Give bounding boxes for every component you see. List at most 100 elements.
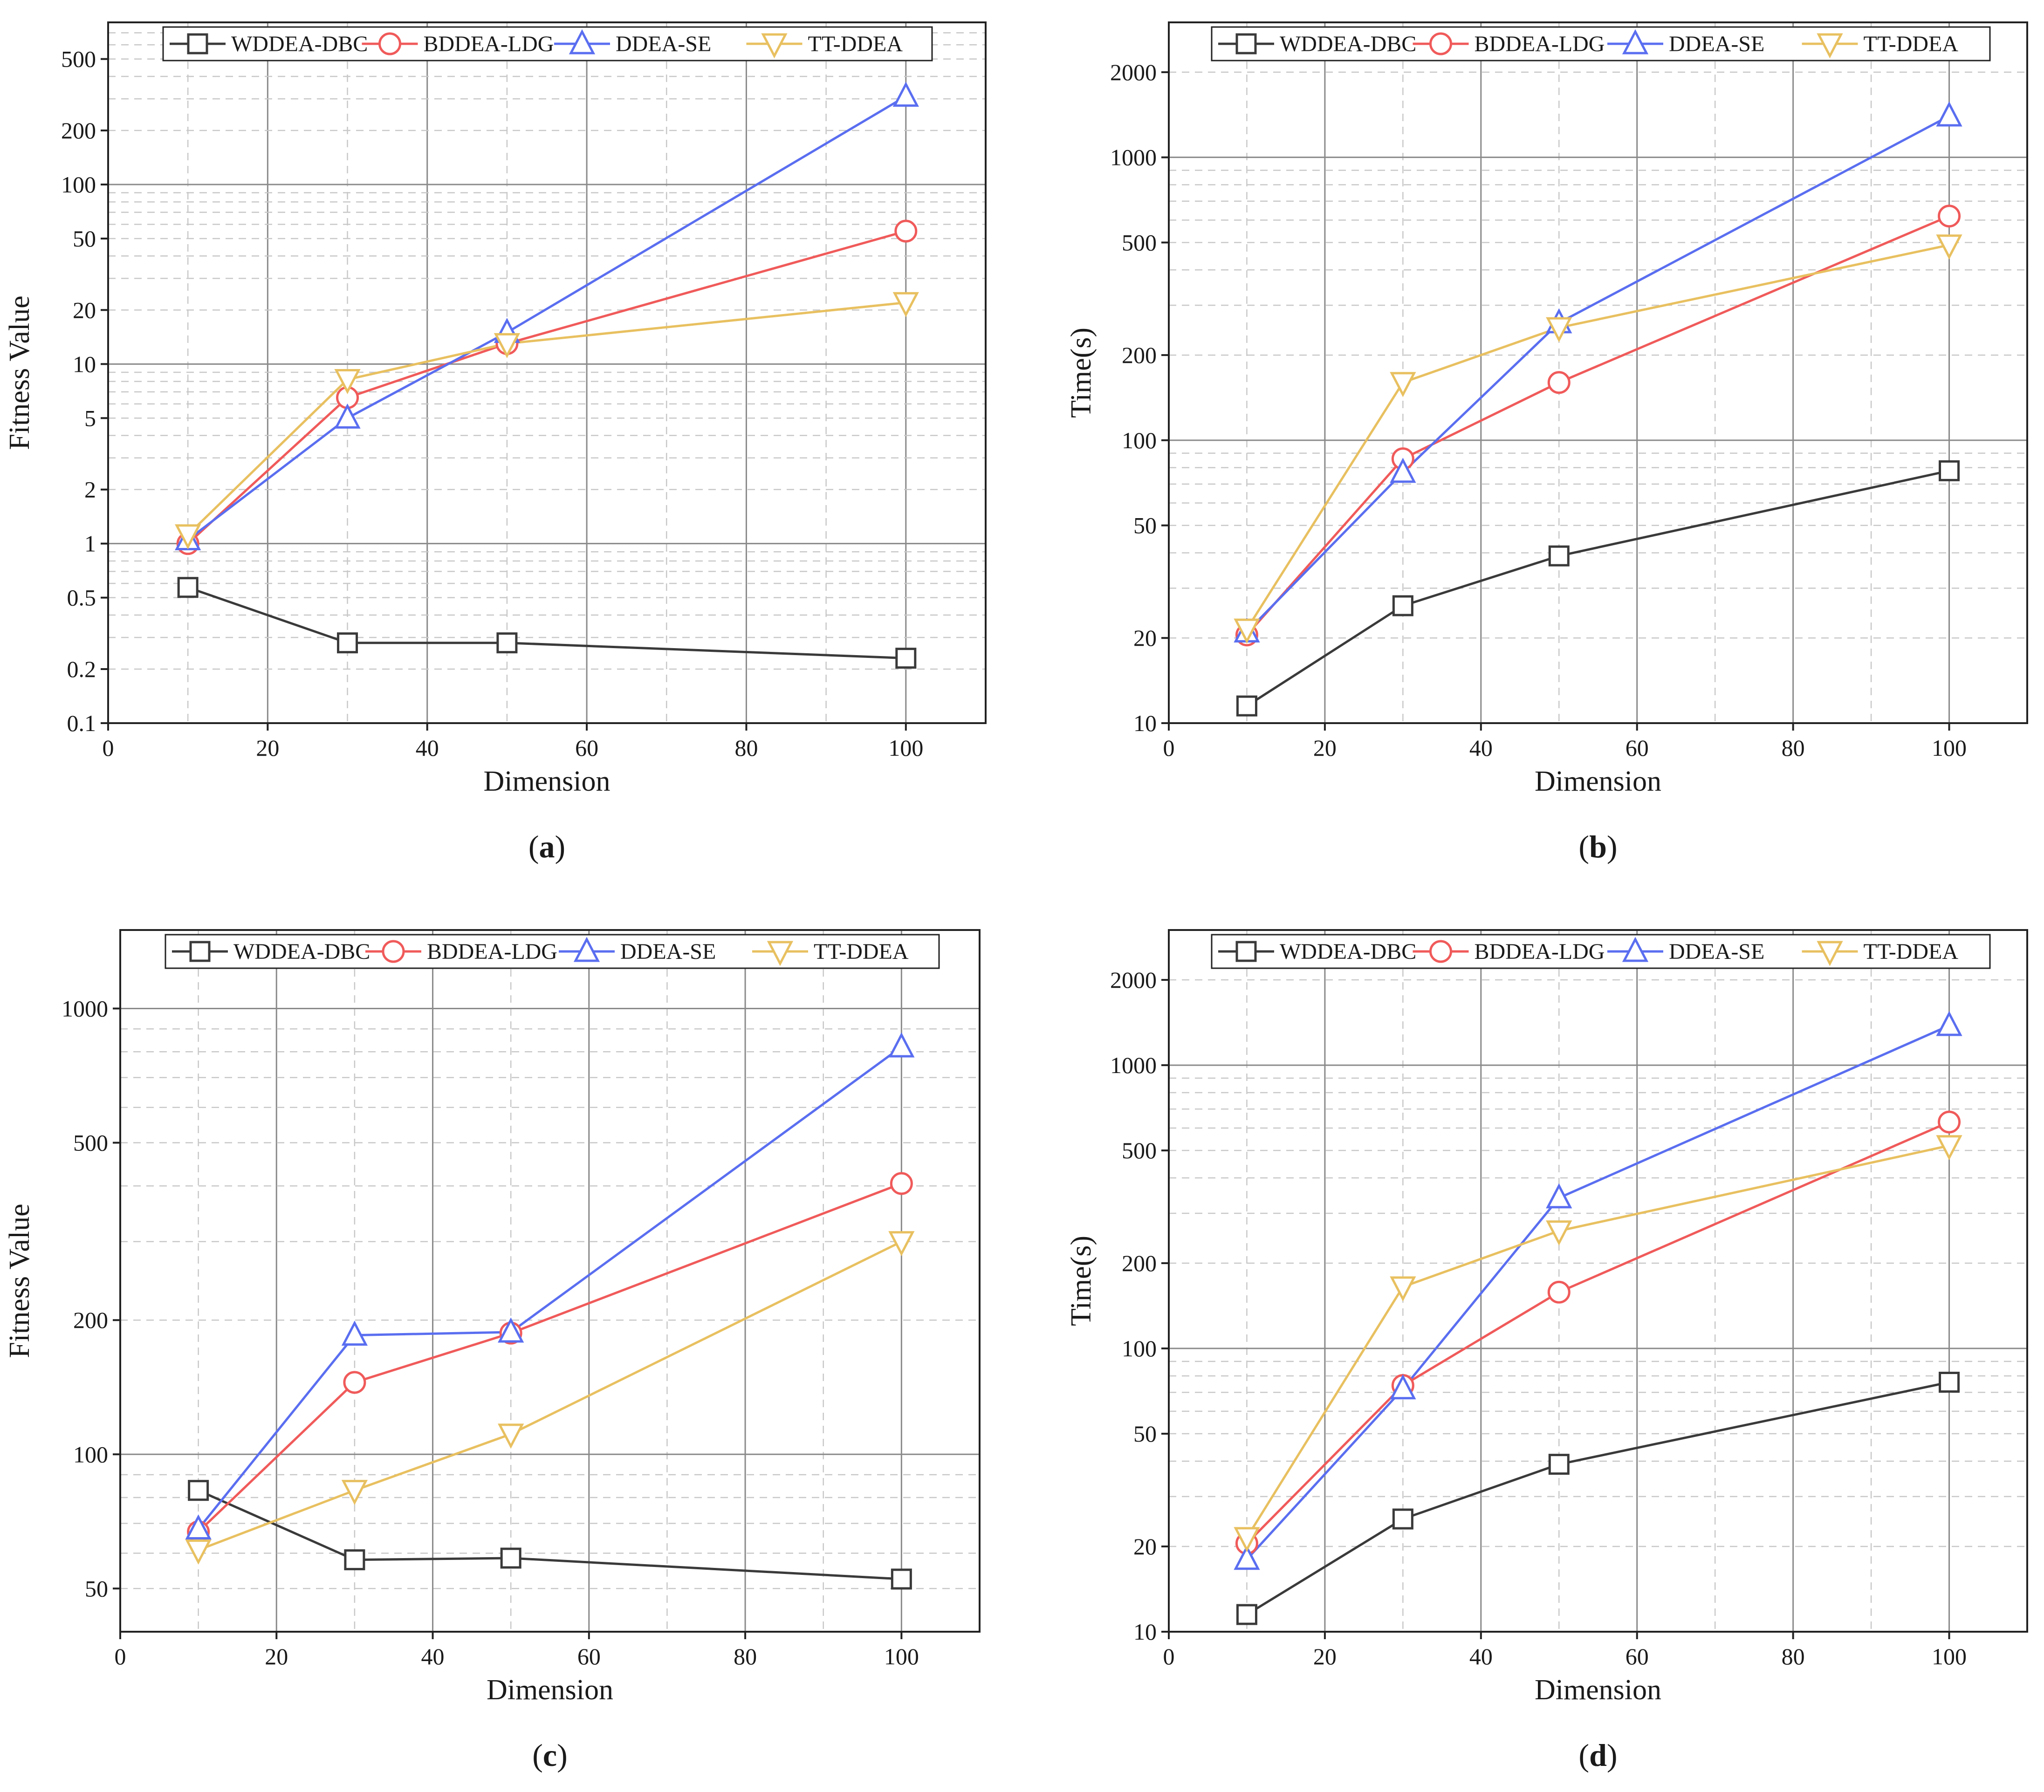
legend-marker-wddea-dbc bbox=[189, 941, 211, 962]
data-point-wddea-dbc bbox=[891, 1568, 912, 1590]
y-tick-label: 5 bbox=[84, 405, 96, 431]
data-point-ddea-se bbox=[1936, 1011, 1962, 1036]
series-group bbox=[1234, 1011, 1962, 1625]
x-tick-label: 20 bbox=[265, 1643, 288, 1669]
x-tick-label: 0 bbox=[1163, 1643, 1175, 1669]
caption-close: ) bbox=[1607, 829, 1618, 864]
legend-box bbox=[165, 934, 940, 969]
y-tick-label: 500 bbox=[1122, 1137, 1157, 1163]
data-point-bddea-ldg bbox=[1938, 205, 1961, 228]
y-tick-label: 500 bbox=[1122, 229, 1157, 255]
y-tick-label: 2 bbox=[84, 477, 96, 503]
legend-label: TT-DDEA bbox=[1864, 939, 1959, 964]
data-point-ddea-se bbox=[185, 1514, 212, 1540]
x-tick-label: 60 bbox=[1626, 1643, 1649, 1669]
legend-label: BDDEA-LDG bbox=[427, 939, 557, 964]
y-tick-label: 10 bbox=[1133, 1619, 1157, 1645]
legend-marker-bddea-ldg bbox=[1429, 940, 1452, 963]
x-tick-label: 80 bbox=[1782, 1643, 1805, 1669]
panel-caption: (c) bbox=[532, 1737, 568, 1773]
series-line-tt-ddea bbox=[1246, 244, 1950, 630]
y-tick-label: 200 bbox=[61, 117, 96, 144]
data-point-ddea-se bbox=[1546, 1183, 1572, 1209]
x-tick-label: 60 bbox=[575, 735, 598, 761]
x-tick-label: 60 bbox=[1626, 735, 1649, 761]
y-tick-label: 1000 bbox=[62, 995, 108, 1021]
data-point-tt-ddea bbox=[888, 1231, 915, 1257]
data-point-bddea-ldg bbox=[1547, 371, 1571, 394]
x-tick-label: 100 bbox=[1932, 1643, 1967, 1669]
data-point-wddea-dbc bbox=[337, 632, 358, 654]
legend-box bbox=[1211, 26, 1991, 62]
plot-frame bbox=[107, 21, 987, 724]
data-point-wddea-dbc bbox=[1939, 1371, 1960, 1393]
legend-label: BDDEA-LDG bbox=[1475, 32, 1605, 56]
x-tick-label: 40 bbox=[421, 1643, 445, 1669]
legend: WDDEA-DBC BDDEA-LDG DDEA-SE TT-DDEA bbox=[1211, 26, 1991, 62]
x-tick-label: 80 bbox=[1782, 735, 1805, 761]
legend-marker-wddea-dbc bbox=[1235, 33, 1257, 55]
series-line-wddea-dbc bbox=[187, 586, 906, 660]
y-tick-label: 0.5 bbox=[67, 585, 96, 611]
x-axis-label: Dimension bbox=[1535, 1674, 1661, 1706]
chart-panel-a: 0 20 40 60 80 100 0.1 0.2 0.5 1 2 5 10 20 50 100 200 500 D… bbox=[4, 21, 987, 864]
grid-a bbox=[108, 22, 986, 723]
legend-label: DDEA-SE bbox=[616, 32, 711, 56]
data-point-tt-ddea bbox=[1546, 1220, 1572, 1246]
series-line-wddea-dbc bbox=[198, 1489, 902, 1580]
legend-label: DDEA-SE bbox=[620, 939, 716, 964]
y-tick-label: 20 bbox=[1133, 625, 1157, 651]
legend-label: WDDEA-DBC bbox=[1280, 939, 1416, 964]
caption-letter: d bbox=[1589, 1737, 1607, 1773]
y-tick-label: 200 bbox=[1122, 342, 1157, 368]
x-tick-label: 40 bbox=[1469, 1643, 1493, 1669]
series-group bbox=[185, 1032, 915, 1590]
y-tick-label: 100 bbox=[61, 171, 96, 198]
data-point-bddea-ldg bbox=[890, 1172, 913, 1195]
series-line-bddea-ldg bbox=[1246, 1121, 1950, 1545]
data-point-tt-ddea bbox=[1234, 1527, 1260, 1553]
legend-marker-bddea-ldg bbox=[378, 32, 401, 55]
y-tick-label: 20 bbox=[73, 297, 96, 323]
legend-marker-wddea-dbc bbox=[1235, 941, 1257, 962]
data-point-bddea-ldg bbox=[1938, 1110, 1961, 1134]
x-tick-label: 20 bbox=[1313, 735, 1337, 761]
y-axis-label: Fitness Value bbox=[4, 1204, 35, 1358]
data-point-wddea-dbc bbox=[1548, 545, 1570, 567]
legend-label: WDDEA-DBC bbox=[1280, 32, 1416, 56]
data-point-bddea-ldg bbox=[343, 1371, 366, 1394]
data-point-tt-ddea bbox=[1390, 1276, 1416, 1302]
y-tick-label: 1000 bbox=[1110, 144, 1157, 171]
x-tick-label: 100 bbox=[1932, 735, 1967, 761]
series-line-ddea-se bbox=[1246, 115, 1950, 633]
data-point-wddea-dbc bbox=[1236, 695, 1257, 717]
data-point-tt-ddea bbox=[1546, 317, 1572, 342]
y-tick-label: 2000 bbox=[1110, 967, 1157, 993]
y-tick-label: 2000 bbox=[1110, 59, 1157, 85]
data-point-tt-ddea bbox=[175, 524, 201, 550]
series-line-tt-ddea bbox=[198, 1240, 902, 1551]
legend-box bbox=[162, 26, 933, 62]
data-point-tt-ddea bbox=[494, 333, 521, 358]
y-tick-label: 200 bbox=[1122, 1250, 1157, 1276]
y-tick-label: 100 bbox=[1122, 1335, 1157, 1361]
series-line-tt-ddea bbox=[187, 301, 906, 536]
data-point-wddea-dbc bbox=[344, 1549, 365, 1571]
y-tick-label: 20 bbox=[1133, 1533, 1157, 1559]
legend-label: BDDEA-LDG bbox=[424, 32, 554, 56]
y-tick-label: 500 bbox=[73, 1129, 108, 1156]
panel-caption: (d) bbox=[1578, 1737, 1617, 1773]
y-axis-label: Time(s) bbox=[1065, 328, 1097, 418]
legend-marker-ddea-se bbox=[1622, 29, 1649, 55]
y-tick-label: 10 bbox=[73, 351, 96, 377]
legend: WDDEA-DBC BDDEA-LDG DDEA-SE TT-DDEA bbox=[165, 934, 940, 969]
x-axis-label: Dimension bbox=[487, 1674, 613, 1706]
data-point-wddea-dbc bbox=[1548, 1454, 1570, 1475]
legend-label: BDDEA-LDG bbox=[1475, 939, 1605, 964]
legend-marker-tt-ddea bbox=[1817, 33, 1843, 59]
series-line-wddea-dbc bbox=[1246, 469, 1950, 707]
data-point-tt-ddea bbox=[1234, 618, 1260, 644]
x-tick-label: 60 bbox=[577, 1643, 601, 1669]
x-tick-label: 20 bbox=[256, 735, 279, 761]
caption-letter: a bbox=[539, 829, 555, 864]
